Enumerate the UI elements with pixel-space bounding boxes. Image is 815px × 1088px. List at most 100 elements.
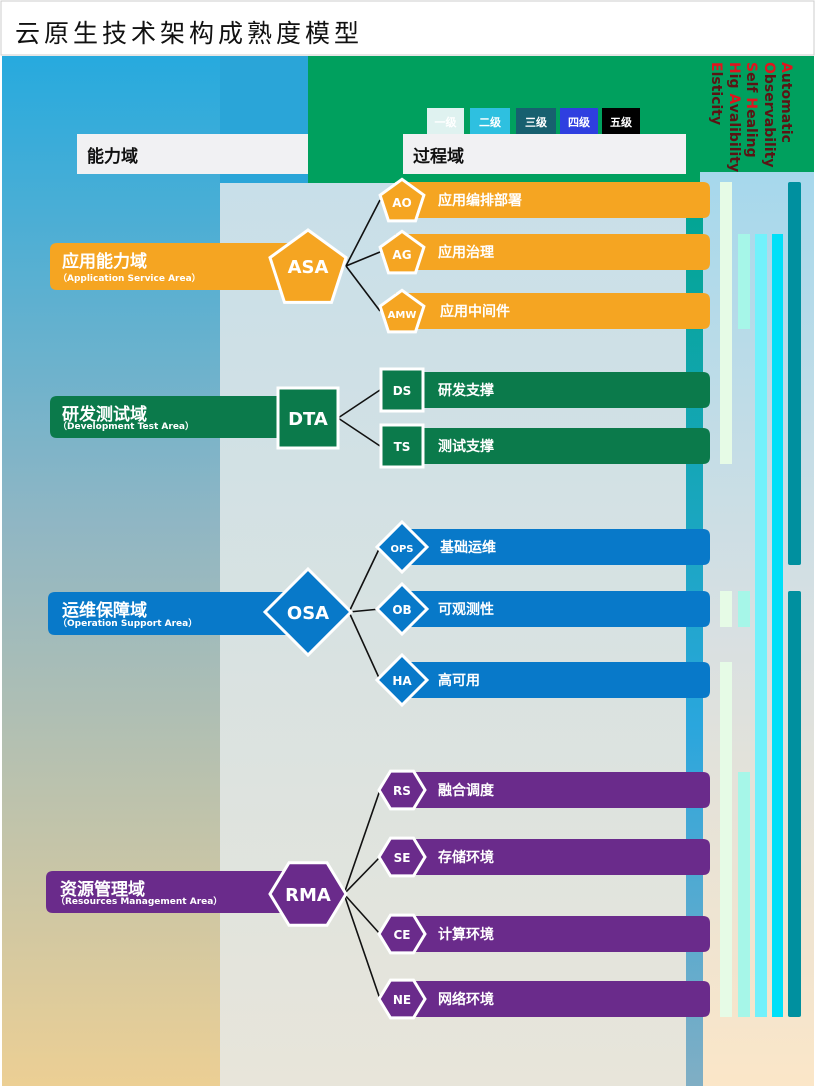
domain-name: 运维保障域 [62, 600, 147, 621]
capability-header-label: 能力域 [87, 146, 138, 167]
process-bar [395, 293, 710, 329]
process-item-ao: AO 应用编排部署 [378, 177, 710, 223]
level-bar-4 [772, 234, 783, 1017]
process-bar [395, 591, 710, 627]
process-bar [395, 372, 710, 408]
connector-line [343, 893, 381, 1000]
process-code: HA [392, 674, 412, 688]
level-legend: 一级 二级 三级 四级 五级 [427, 108, 640, 134]
square-icon [379, 423, 425, 469]
process-name: 应用编排部署 [438, 192, 522, 209]
process-code: AO [392, 196, 412, 210]
process-item-ops: OPS 基础运维 [374, 519, 710, 575]
connector-line [343, 789, 381, 895]
process-code: CE [393, 928, 410, 942]
connector-line [343, 893, 381, 935]
process-item-se: SE 存储环境 [377, 836, 710, 878]
process-name: 可观测性 [438, 601, 494, 618]
legend-label: 一级 [435, 115, 458, 129]
process-code: OPS [390, 544, 413, 555]
level-bar-1 [720, 591, 732, 627]
level-bar-2 [738, 591, 750, 627]
legend-label: 二级 [479, 115, 502, 129]
legend-label: 三级 [525, 115, 548, 129]
domain-english-name: （Operation Support Area） [58, 618, 197, 629]
domain-rma: 资源管理域（Resources Management Area） RMA RS 融合调… [46, 769, 710, 1020]
domain-label-bar [50, 396, 300, 438]
process-header-label: 过程域 [413, 146, 464, 167]
legend-swatch-level-5 [602, 108, 640, 134]
domain-code: OSA [287, 603, 329, 624]
hexagon-icon [377, 769, 427, 811]
connector-line [345, 265, 381, 312]
legend-label: 五级 [610, 115, 633, 129]
process-item-ce: CE 计算环境 [377, 913, 710, 955]
connector-line [348, 546, 381, 613]
domain-dta: 研发测试域（Development Test Area） DTA DS 研发支撑 TS 测… [50, 367, 710, 469]
process-item-rs: RS 融合调度 [377, 769, 710, 811]
process-name: 应用治理 [438, 244, 494, 261]
process-item-ob: OB 可观测性 [374, 581, 710, 637]
domain-label-bar [50, 243, 300, 290]
level-bar-5 [788, 591, 801, 1017]
domain-label-bar [46, 871, 296, 913]
level-coverage-bars [720, 182, 801, 1017]
feature-label: Self Healing [743, 62, 759, 158]
process-name: 融合调度 [438, 782, 495, 799]
process-bar [395, 529, 710, 565]
process-bar [395, 428, 710, 464]
process-name: 计算环境 [438, 926, 494, 943]
process-code: TS [394, 440, 411, 454]
pentagon-icon [268, 228, 348, 304]
connector-line [345, 251, 381, 267]
feature-label: Elsticity [708, 62, 724, 125]
domain-name: 研发测试域 [62, 404, 147, 425]
process-bar [395, 772, 710, 808]
page-title: 云原生技术架构成熟度模型 [15, 19, 363, 48]
diamond-icon [374, 519, 430, 575]
process-header [403, 134, 686, 174]
process-bar [395, 839, 710, 875]
domain-english-name: （Application Service Area） [58, 273, 201, 284]
pentagon-icon [378, 177, 426, 223]
hexagon-icon [268, 861, 348, 927]
process-code: AMW [388, 310, 417, 321]
domain-name: 资源管理域 [60, 879, 145, 900]
legend-swatch-level-4 [560, 108, 598, 134]
connector-line [343, 856, 381, 895]
diamond-icon [262, 566, 354, 658]
domains: 应用能力域（Application Service Area） ASA AO 应用编排… [46, 177, 710, 1020]
feature-label: Observability [761, 62, 777, 167]
process-name: 网络环境 [438, 991, 494, 1008]
connector-line [337, 417, 381, 447]
process-name: 研发支撑 [438, 382, 494, 399]
square-icon [276, 386, 340, 450]
square-icon [379, 367, 425, 413]
hexagon-icon [377, 913, 427, 955]
connector-line [348, 611, 381, 681]
process-code: OB [392, 603, 411, 617]
level-bar-5 [788, 182, 801, 565]
domain-english-name: （Resources Management Area） [56, 896, 222, 907]
feature-label: Automatic [778, 62, 794, 143]
hexagon-icon [377, 836, 427, 878]
capability-header [77, 134, 308, 174]
feature-label: Hig Avalibility [726, 62, 742, 172]
domain-asa: 应用能力域（Application Service Area） ASA AO 应用编排… [50, 177, 710, 334]
level-bar-2 [738, 772, 750, 1017]
connector-line [348, 608, 381, 613]
legend-swatch-level-1 [427, 108, 464, 134]
process-name: 测试支撑 [438, 438, 494, 455]
connector-line [337, 389, 381, 419]
level-bar-2 [738, 234, 750, 329]
legend-swatch-level-2 [470, 108, 510, 134]
process-name: 应用中间件 [440, 303, 510, 320]
process-name: 基础运维 [440, 539, 496, 556]
process-item-amw: AMW 应用中间件 [378, 288, 710, 334]
level-bar-1 [720, 662, 732, 1017]
hexagon-icon [377, 978, 427, 1020]
process-item-ne: NE 网络环境 [377, 978, 710, 1020]
process-item-ds: DS 研发支撑 [379, 367, 710, 413]
